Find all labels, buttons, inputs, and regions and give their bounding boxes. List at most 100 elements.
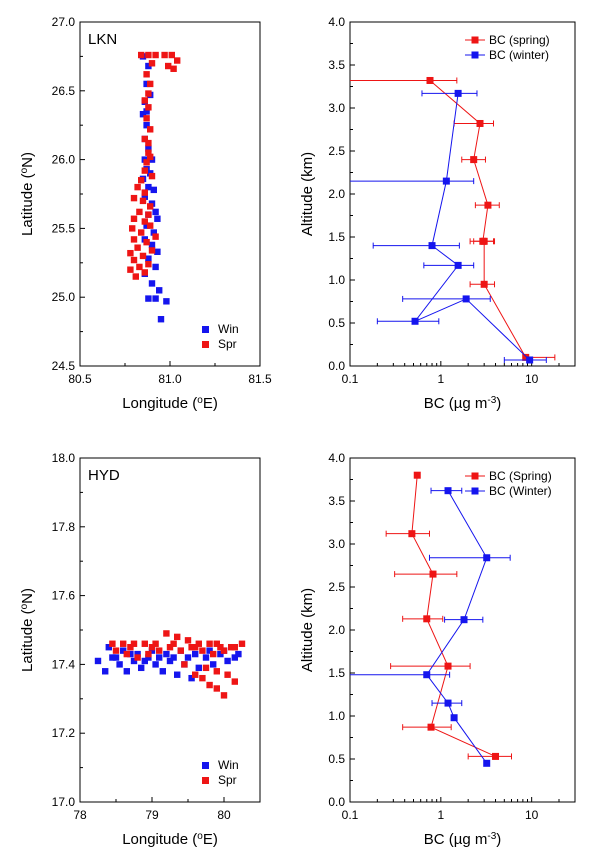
data-point (139, 110, 147, 118)
x-tick-label: 81.5 (248, 372, 272, 386)
data-point (224, 671, 231, 678)
data-point (199, 647, 206, 654)
data-point (145, 211, 152, 218)
panel-label: LKN (88, 31, 117, 48)
data-point (442, 177, 450, 185)
data-point (147, 153, 154, 161)
data-point (123, 650, 130, 658)
data-point (145, 183, 152, 191)
data-point (143, 122, 150, 129)
data-point (152, 295, 159, 302)
legend-marker (202, 762, 209, 769)
data-point (143, 159, 150, 166)
data-point (138, 177, 145, 184)
x-axis-label: Longitude (oE) (122, 395, 218, 413)
legend-label: BC (Winter) (489, 484, 552, 498)
x-tick-label: 80.5 (68, 372, 92, 386)
data-point (120, 647, 127, 654)
x-tick-label: 1 (437, 808, 444, 822)
data-point (141, 269, 148, 276)
x-tick-label: 78 (73, 808, 87, 822)
y-tick-label: 3.5 (328, 494, 345, 508)
x-axis-label: BC (µg m-3) (424, 831, 502, 849)
data-point (127, 644, 134, 651)
y-tick-label: 0.5 (328, 316, 345, 330)
data-point (143, 238, 150, 246)
series-win (94, 644, 242, 682)
data-point (188, 674, 195, 682)
y-tick-label: 3.0 (328, 537, 345, 551)
data-point (166, 657, 174, 665)
data-point (130, 657, 138, 665)
y-tick-label: 1.0 (328, 273, 345, 287)
y-tick-label: 2.5 (328, 144, 345, 158)
data-point (148, 247, 156, 254)
data-point (213, 668, 220, 675)
data-point (130, 194, 138, 202)
data-point (210, 661, 217, 668)
data-point (217, 644, 224, 651)
data-point (134, 244, 141, 251)
data-point (408, 530, 416, 538)
data-point (152, 661, 159, 668)
data-point (413, 471, 421, 479)
data-point (145, 90, 152, 97)
data-point (141, 218, 148, 225)
legend-label: Win (218, 758, 239, 772)
data-point (192, 644, 199, 651)
data-point (109, 654, 116, 661)
legend-marker (471, 36, 479, 44)
series-bc-spring- (385, 471, 513, 760)
y-tick-label: 26.5 (52, 84, 76, 98)
data-point (147, 80, 154, 88)
data-point (145, 260, 152, 268)
data-point (206, 640, 213, 647)
y-tick-label: 1.5 (328, 666, 345, 680)
data-point (470, 156, 478, 164)
data-point (168, 51, 175, 59)
data-point (130, 236, 138, 243)
data-point (231, 644, 238, 651)
data-point (148, 241, 156, 249)
data-point (94, 657, 102, 665)
data-point (163, 650, 170, 658)
data-point (148, 280, 156, 287)
data-point (143, 108, 150, 115)
data-point (174, 57, 181, 64)
data-point (454, 261, 462, 269)
data-point (220, 647, 228, 654)
y-tick-label: 17.8 (52, 520, 76, 534)
x-tick-label: 80 (217, 808, 231, 822)
data-point (134, 183, 141, 191)
data-point (411, 317, 419, 325)
data-point (141, 193, 148, 200)
data-point (192, 650, 199, 658)
data-point (143, 222, 150, 229)
data-point (483, 554, 491, 562)
data-point (136, 208, 143, 216)
data-point (112, 654, 120, 661)
data-point (138, 51, 145, 59)
data-point (184, 654, 192, 661)
data-point (130, 256, 138, 264)
x-tick-label: 81.0 (158, 372, 182, 386)
data-point (199, 674, 206, 682)
data-point (238, 640, 246, 647)
y-tick-label: 0.0 (328, 795, 345, 809)
y-tick-label: 24.5 (52, 359, 76, 373)
data-point (202, 654, 210, 661)
data-point (145, 139, 152, 147)
data-point (141, 640, 148, 647)
data-point (192, 671, 199, 678)
data-point (148, 60, 156, 67)
data-point (143, 80, 150, 88)
x-tick-label: 0.1 (342, 372, 359, 386)
data-point (159, 668, 166, 675)
data-point (195, 640, 202, 647)
data-point (202, 664, 210, 672)
y-tick-label: 3.5 (328, 58, 345, 72)
data-point (139, 197, 147, 205)
data-point (426, 76, 434, 84)
data-point (181, 661, 188, 668)
plot-frame (349, 457, 576, 803)
